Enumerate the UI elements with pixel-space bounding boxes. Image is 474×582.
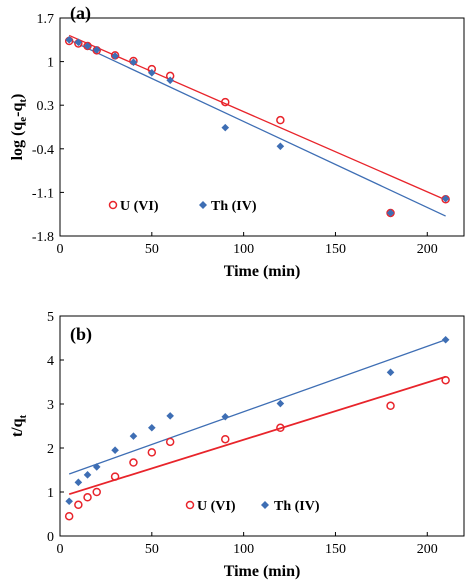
x-axis-title-b: Time (min) [224,563,301,580]
data-point-th-a [386,209,395,217]
y-tick-label-b: 3 [47,398,54,413]
y-tick-label-b: 2 [47,442,54,457]
data-point-th-b [74,478,83,487]
data-point-u-a [221,97,230,107]
y-tick-label-a: -0.4 [32,143,54,158]
legend-th-marker-b [261,501,269,509]
plot-area-a [59,17,465,237]
x-tick-label-b: 150 [325,542,346,557]
data-point-th-b [65,497,73,506]
data-point-th-b [221,412,230,421]
data-point-th-b [166,412,174,420]
y-tick-label-a: 1 [47,56,54,71]
data-point-u-b [276,423,285,433]
data-point-u-b [83,493,92,502]
data-point-th-b [386,368,395,377]
legend-u-label-a: U (VI) [120,199,159,214]
data-point-u-b [386,401,395,411]
data-point-th-b [83,471,92,479]
data-point-th-b [276,399,285,408]
data-point-u-b [110,472,120,481]
data-point-th-a [74,38,83,47]
fit-line-th-a [68,39,446,217]
data-point-th-a [276,142,285,151]
data-point-th-a [129,58,138,67]
data-point-th-b [111,446,119,454]
legend-u-marker-a [108,200,118,210]
data-point-th-b [129,432,138,440]
panel-a: (a) Time (min) log (qe-qt) U (VI) Th (IV… [9,3,465,280]
data-point-th-b [92,463,101,471]
data-point-th-a [65,36,73,44]
y-tick-label-b: 1 [47,486,54,501]
y-tick-label-a: -1.8 [32,230,54,245]
legend-th-label-a: Th (IV) [211,199,257,214]
fit-line-u-b [68,375,446,496]
x-tick-label-a: 200 [417,242,438,257]
legend-b: U (VI) Th (IV) [185,499,320,514]
legend-u-label-b: U (VI) [197,499,236,514]
data-point-u-b [129,458,138,467]
data-point-th-a [148,69,156,77]
data-point-u-b [221,434,230,444]
data-point-th-a [83,42,92,50]
y-tick-label-a: -1.1 [32,186,54,201]
data-point-u-b [147,448,157,457]
y-tick-label-a: 0.3 [37,99,55,114]
data-point-th-a [166,76,174,85]
plot-area-b [59,315,465,537]
legend-th-label-b: Th (IV) [274,499,320,514]
x-tick-label-b: 50 [145,542,159,557]
legend-th-marker-a [199,201,207,209]
y-axis-title-b: t/qt [9,415,29,438]
x-tick-label-a: 100 [233,242,254,257]
data-point-th-a [111,52,119,60]
y-tick-label-a: 1.7 [37,12,55,27]
x-tick-label-b: 0 [57,542,64,557]
x-tick-label-b: 200 [417,542,438,557]
data-point-u-b [92,487,101,497]
data-point-u-b [64,511,74,521]
data-point-u-b [74,500,83,510]
legend-a: U (VI) Th (IV) [108,199,257,214]
data-point-u-b [441,375,450,385]
data-point-th-a [92,45,101,54]
data-point-th-a [441,194,450,203]
y-tick-label-b: 5 [47,310,54,325]
x-tick-label-a: 50 [145,242,159,257]
panel-b: (b) Time (min) t/qt U (VI) Th (IV) 0 50 10… [9,310,465,580]
y-axis-title-a: log (qe-qt) [9,94,29,161]
y-tick-label-b: 4 [47,354,54,369]
legend-u-marker-b [185,500,195,510]
fit-line-th-b [68,339,446,475]
data-point-u-a [276,115,285,125]
panel-b-label: (b) [70,324,92,345]
x-tick-label-a: 0 [57,242,64,257]
panel-a-label: (a) [70,3,91,24]
data-point-th-a [221,123,230,132]
x-tick-label-b: 100 [233,542,254,557]
data-point-th-b [441,335,450,344]
data-point-u-b [165,437,175,447]
x-tick-label-a: 150 [325,242,346,257]
data-point-th-b [148,423,156,432]
y-tick-label-b: 0 [47,530,54,545]
x-axis-title-a: Time (min) [224,263,301,280]
